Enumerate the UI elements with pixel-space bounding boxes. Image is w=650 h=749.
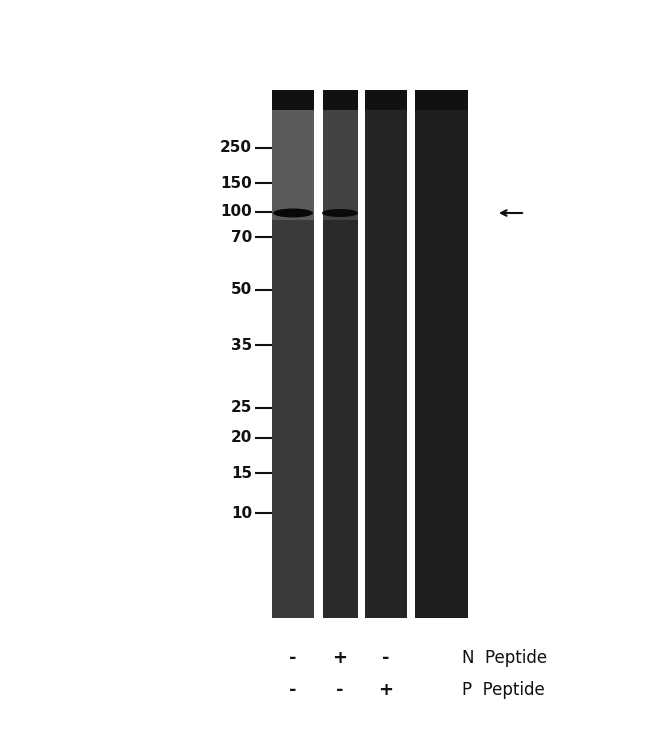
Bar — [272, 90, 468, 618]
Text: -: - — [289, 681, 297, 699]
Text: 15: 15 — [231, 465, 252, 481]
Bar — [358, 90, 365, 618]
Ellipse shape — [273, 208, 313, 217]
Text: -: - — [336, 681, 344, 699]
Bar — [365, 90, 407, 618]
Text: 35: 35 — [231, 338, 252, 353]
Text: 50: 50 — [231, 282, 252, 297]
Text: -: - — [289, 649, 297, 667]
Bar — [407, 90, 415, 618]
Bar — [272, 90, 314, 110]
Bar — [323, 90, 358, 110]
Text: 25: 25 — [231, 401, 252, 416]
Bar — [323, 90, 358, 618]
Text: N  Peptide: N Peptide — [462, 649, 547, 667]
Text: 250: 250 — [220, 141, 252, 156]
Bar — [323, 105, 358, 220]
Bar — [415, 90, 468, 618]
Text: -: - — [382, 649, 390, 667]
Bar — [272, 105, 314, 220]
Text: 20: 20 — [231, 431, 252, 446]
Text: 100: 100 — [220, 204, 252, 219]
Text: 10: 10 — [231, 506, 252, 521]
Bar — [415, 90, 468, 110]
Text: +: + — [378, 681, 393, 699]
Text: 70: 70 — [231, 229, 252, 244]
Text: +: + — [333, 649, 348, 667]
Bar — [365, 90, 407, 110]
Bar — [314, 90, 323, 618]
Ellipse shape — [322, 209, 358, 217]
Bar — [272, 90, 314, 618]
Text: 150: 150 — [220, 175, 252, 190]
Text: P  Peptide: P Peptide — [462, 681, 545, 699]
